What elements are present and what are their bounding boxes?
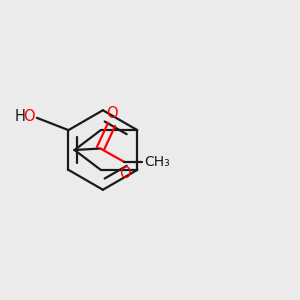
Text: O: O: [106, 106, 117, 121]
Text: O: O: [119, 166, 131, 181]
Text: O: O: [23, 110, 34, 124]
Text: CH₃: CH₃: [145, 155, 170, 169]
Text: H: H: [14, 110, 25, 124]
